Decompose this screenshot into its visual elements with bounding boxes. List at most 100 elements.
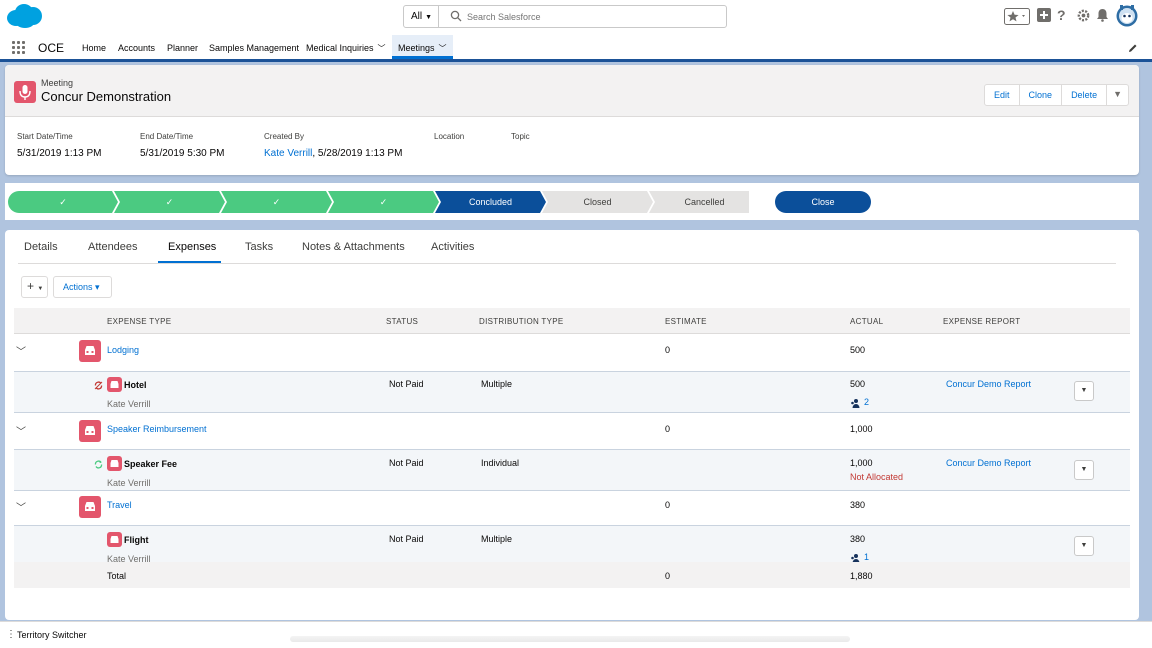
nav-item-home[interactable]: Home: [82, 43, 107, 53]
edit-button[interactable]: Edit: [985, 85, 1020, 105]
total-actual: 1,880: [850, 571, 873, 581]
nav-item-meetings[interactable]: Meetings ﹀: [392, 35, 453, 59]
collapse-chevron-icon[interactable]: ﹀: [16, 347, 26, 358]
car-icon: [79, 496, 101, 518]
row-actions-chevron-icon[interactable]: ▼: [1074, 536, 1094, 556]
created-by-user-link[interactable]: Kate Verrill: [264, 148, 313, 159]
collapse-chevron-icon[interactable]: ﹀: [16, 503, 26, 514]
utility-menu-icon[interactable]: ⋮: [6, 629, 16, 640]
actual-value: 380: [850, 534, 866, 544]
expense-type-link[interactable]: Speaker Reimbursement: [107, 424, 207, 434]
record-highlights-panel: Meeting Concur Demonstration Edit Clone …: [5, 65, 1139, 175]
sync-ok-icon: [94, 460, 103, 469]
status-value: Not Paid: [389, 379, 424, 389]
chevron-down-icon[interactable]: ﹀: [438, 44, 447, 53]
chevron-down-icon: ▼: [425, 14, 433, 21]
global-actions-icon[interactable]: [1037, 8, 1051, 22]
path-step-4[interactable]: ✓: [328, 191, 439, 213]
global-header: All▼ ?: [0, 0, 1152, 33]
app-name: OCE: [38, 41, 65, 55]
tab-expenses[interactable]: Expenses: [168, 241, 217, 253]
tab-details[interactable]: Details: [24, 241, 58, 253]
record-detail-card: Details Attendees Expenses Tasks Notes &…: [5, 230, 1139, 620]
column-header-expense-type[interactable]: EXPENSE TYPE: [107, 317, 172, 326]
setup-gear-icon[interactable]: [1076, 8, 1091, 23]
expense-item-name: Hotel: [124, 380, 147, 390]
tab-tasks[interactable]: Tasks: [245, 241, 274, 253]
expense-item-owner: Kate Verrill: [107, 478, 151, 488]
column-header-distribution-type[interactable]: DISTRIBUTION TYPE: [479, 317, 564, 326]
add-expense-button[interactable]: + ▼: [21, 276, 48, 298]
expense-type-link[interactable]: Travel: [107, 500, 132, 510]
path-step-cancelled[interactable]: Cancelled: [649, 191, 749, 213]
expense-report-link[interactable]: Concur Demo Report: [946, 379, 1032, 389]
expense-group-row: ﹀ Lodging 0 500: [14, 335, 1130, 371]
path-step-2[interactable]: ✓: [114, 191, 225, 213]
car-icon: [107, 456, 122, 471]
attendee-count-link[interactable]: 1: [864, 552, 870, 562]
search-scope-label: All: [411, 11, 423, 22]
nav-item-medical-inquiries[interactable]: Medical Inquiries ﹀: [306, 43, 386, 54]
distribution-value: Multiple: [481, 534, 513, 544]
distribution-value: Multiple: [481, 379, 513, 389]
topic-label: Topic: [511, 132, 530, 141]
territory-switcher-button[interactable]: Territory Switcher: [17, 630, 87, 640]
tab-activities[interactable]: Activities: [431, 241, 475, 253]
row-actions-chevron-icon[interactable]: ▼: [1074, 381, 1094, 401]
expense-item-row: Hotel Kate Verrill Not Paid Multiple 500…: [14, 371, 1130, 413]
record-type-label: Meeting: [41, 78, 74, 88]
salesforce-logo[interactable]: [6, 3, 42, 29]
nav-item-samples-management[interactable]: Samples Management: [209, 43, 300, 53]
attendee-count-link[interactable]: 2: [864, 397, 870, 407]
actions-menu-button[interactable]: Actions ▾: [53, 276, 112, 298]
total-label: Total: [107, 571, 127, 581]
location-label: Location: [434, 132, 465, 141]
edit-nav-pencil-icon[interactable]: [1128, 43, 1138, 53]
estimate-value: 0: [665, 424, 671, 434]
nav-item-accounts[interactable]: Accounts: [118, 43, 156, 53]
car-icon: [107, 377, 122, 392]
column-header-estimate[interactable]: ESTIMATE: [665, 317, 707, 326]
delete-button[interactable]: Delete: [1062, 85, 1108, 105]
path-step-concluded[interactable]: Concluded: [435, 191, 546, 213]
app-launcher-icon[interactable]: [12, 41, 25, 54]
column-header-status[interactable]: STATUS: [386, 317, 419, 326]
nav-item-planner[interactable]: Planner: [167, 43, 199, 53]
tab-attendees[interactable]: Attendees: [88, 241, 138, 253]
column-header-actual[interactable]: ACTUAL: [850, 317, 884, 326]
row-actions-chevron-icon[interactable]: ▼: [1074, 460, 1094, 480]
actual-value: 1,000: [850, 424, 873, 434]
chevron-down-icon[interactable]: ﹀: [377, 44, 386, 53]
notifications-bell-icon[interactable]: [1096, 8, 1109, 22]
active-tab-indicator: [158, 261, 221, 263]
search-input[interactable]: [467, 9, 717, 24]
tab-divider: [18, 263, 1116, 264]
path-step-3[interactable]: ✓: [221, 191, 332, 213]
expense-item-name: Speaker Fee: [124, 459, 178, 469]
favorites-icon[interactable]: [1004, 8, 1030, 25]
expense-item-row: Speaker Fee Kate Verrill Not Paid Indivi…: [14, 449, 1130, 491]
user-avatar[interactable]: [1116, 4, 1138, 28]
expense-item-name: Flight: [124, 535, 149, 545]
meeting-icon: [14, 81, 36, 103]
help-icon[interactable]: ?: [1057, 7, 1066, 23]
column-header-expense-report[interactable]: EXPENSE REPORT: [943, 317, 1021, 326]
tab-notes-attachments[interactable]: Notes & Attachments: [302, 241, 405, 253]
search-scope-select[interactable]: All ▼: [404, 6, 439, 27]
grid-header: EXPENSE TYPE STATUS DISTRIBUTION TYPE ES…: [14, 308, 1130, 334]
record-title: Concur Demonstration: [41, 89, 172, 104]
expense-type-link[interactable]: Lodging: [107, 345, 140, 355]
stage-path: ✓ ✓ ✓ ✓ Concluded Closed Cancelled Close: [5, 183, 1139, 220]
clone-button[interactable]: Clone: [1020, 85, 1063, 105]
close-stage-button[interactable]: Close: [775, 191, 871, 213]
path-step-1[interactable]: ✓: [8, 191, 118, 213]
more-actions-chevron-icon[interactable]: ▼: [1113, 89, 1122, 99]
collapse-chevron-icon[interactable]: ﹀: [16, 427, 26, 438]
actual-value: 1,000: [850, 458, 873, 468]
path-step-closed[interactable]: Closed: [542, 191, 653, 213]
expense-report-link[interactable]: Concur Demo Report: [946, 458, 1032, 468]
app-nav-bar: OCE Home Accounts Planner Samples Manage…: [0, 33, 1152, 62]
nav-item-label: Medical Inquiries: [306, 43, 374, 53]
created-by-label: Created By: [264, 132, 305, 141]
sync-error-icon: [94, 381, 103, 390]
